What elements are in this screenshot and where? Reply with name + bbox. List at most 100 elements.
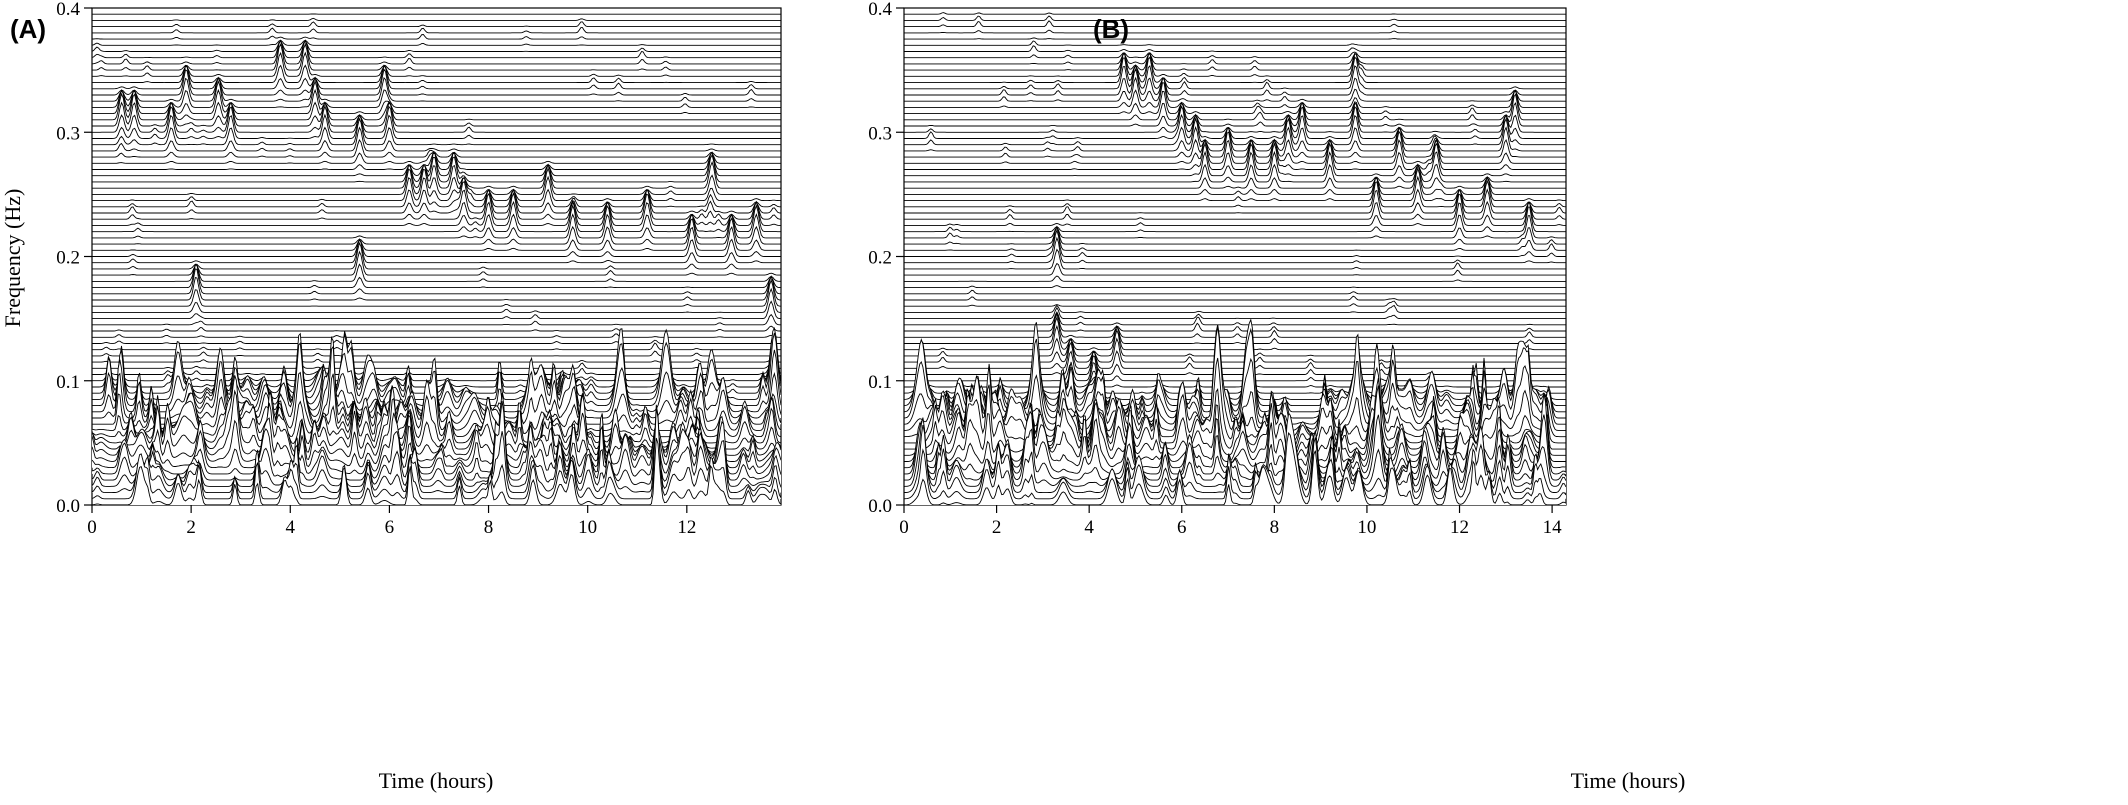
spectrum-trace — [92, 278, 782, 307]
spectrum-trace — [92, 238, 781, 264]
spectrum-trace — [92, 42, 781, 71]
spectrum-trace — [91, 40, 781, 52]
y-tick-label: 0.4 — [868, 0, 892, 20]
trace-mask — [904, 164, 1566, 189]
spectrum-trace — [904, 188, 1567, 214]
trace-mask — [92, 34, 781, 40]
trace-mask — [92, 27, 781, 33]
spectrum-trace — [92, 339, 781, 344]
trace-mask — [904, 226, 1566, 251]
spectrum-trace — [92, 76, 781, 102]
trace-mask — [92, 218, 781, 245]
trace-mask — [904, 319, 1566, 412]
trace-mask — [92, 343, 781, 350]
trace-mask — [904, 65, 1566, 89]
trace-mask — [904, 177, 1566, 201]
spectrum-trace — [92, 160, 781, 189]
spectrum-trace — [92, 250, 781, 276]
spectrum-trace — [904, 163, 1566, 189]
trace-mask — [904, 285, 1566, 288]
trace-mask — [904, 249, 1566, 269]
x-tick-label: 0 — [87, 517, 97, 538]
spectrum-trace — [904, 52, 1566, 77]
spectrum-trace — [904, 225, 1566, 245]
trace-mask — [904, 143, 1566, 170]
spectrum-trace — [92, 101, 781, 127]
trace-mask — [92, 214, 781, 238]
spectrum-trace — [904, 101, 1566, 127]
spectrum-trace — [904, 76, 1566, 102]
spectrum-trace — [904, 93, 1566, 121]
x-tick-label: 4 — [1084, 517, 1094, 538]
spectrum-trace — [92, 166, 781, 195]
spectrum-trace — [92, 213, 781, 239]
spectrum-trace — [92, 333, 781, 338]
trace-mask — [92, 404, 781, 493]
trace-mask — [92, 102, 781, 126]
trace-mask — [904, 413, 1566, 499]
spectrum-trace — [92, 68, 781, 96]
spectrum-trace — [92, 332, 782, 425]
trace-mask — [904, 45, 1566, 52]
x-tick-label: 10 — [1357, 517, 1376, 538]
spectrum-trace — [92, 264, 782, 289]
spectrum-trace — [904, 312, 1566, 332]
trace-mask — [92, 239, 781, 257]
spectrum-trace — [904, 392, 1566, 462]
trace-mask — [92, 40, 781, 64]
spectrum-trace — [92, 342, 781, 351]
spectrum-trace — [904, 113, 1566, 139]
spectrum-traces — [91, 7, 782, 506]
trace-mask — [904, 118, 1566, 145]
spectrum-trace — [91, 375, 782, 450]
spectrum-trace — [92, 151, 781, 177]
spectrum-trace — [92, 287, 782, 313]
spectrum-trace — [92, 241, 781, 270]
y-tick-label: 0.0 — [56, 496, 80, 517]
spectrum-trace — [904, 141, 1566, 170]
spectrum-trace — [92, 300, 781, 320]
spectrum-trace — [904, 12, 1566, 15]
spectrum-trace — [904, 215, 1566, 239]
trace-mask — [92, 40, 781, 46]
spectrum-trace — [92, 200, 781, 226]
trace-mask — [92, 363, 781, 369]
spectrum-trace — [91, 400, 782, 487]
trace-mask — [92, 44, 781, 71]
y-tick-label: 0.3 — [56, 123, 80, 144]
y-tick-label: 0.0 — [868, 496, 892, 517]
trace-mask — [92, 227, 781, 251]
spectrum-trace — [92, 117, 781, 146]
trace-mask — [904, 139, 1566, 164]
spectrum-trace — [904, 324, 1566, 351]
panel-b: (B) 0 2 4 6 8 10 12 14 0.00.10.20.30.4 Time (ho… — [868, 0, 1685, 793]
spectrum-trace — [92, 180, 781, 208]
spectrum-trace — [903, 423, 1567, 494]
spectrum-trace — [904, 29, 1566, 34]
x-tick-label: 14 — [1543, 517, 1563, 538]
trace-mask — [92, 21, 781, 27]
spectrum-trace — [904, 236, 1566, 264]
trace-mask — [92, 52, 781, 77]
spectrum-trace — [92, 313, 781, 326]
x-tick-label: 0 — [899, 517, 909, 538]
spectrum-trace — [904, 53, 1566, 65]
spectrum-trace — [904, 82, 1566, 108]
trace-mask — [904, 52, 1566, 58]
spectrum-trace — [92, 21, 781, 28]
spectrum-trace — [904, 228, 1566, 257]
trace-mask — [904, 313, 1566, 338]
trace-mask — [904, 53, 1566, 64]
spectrum-trace — [91, 39, 781, 65]
spectrum-trace — [904, 40, 1566, 46]
spectrum-trace — [91, 404, 782, 494]
x-tick-label: 2 — [992, 517, 1002, 538]
spectrum-trace — [92, 17, 781, 21]
spectrum-trace — [904, 117, 1566, 146]
trace-mask — [92, 351, 781, 356]
spectrum-trace — [904, 130, 1566, 158]
spectrum-trace — [904, 37, 1566, 40]
spectrum-trace — [904, 67, 1566, 96]
spectrum-trace — [92, 217, 781, 245]
